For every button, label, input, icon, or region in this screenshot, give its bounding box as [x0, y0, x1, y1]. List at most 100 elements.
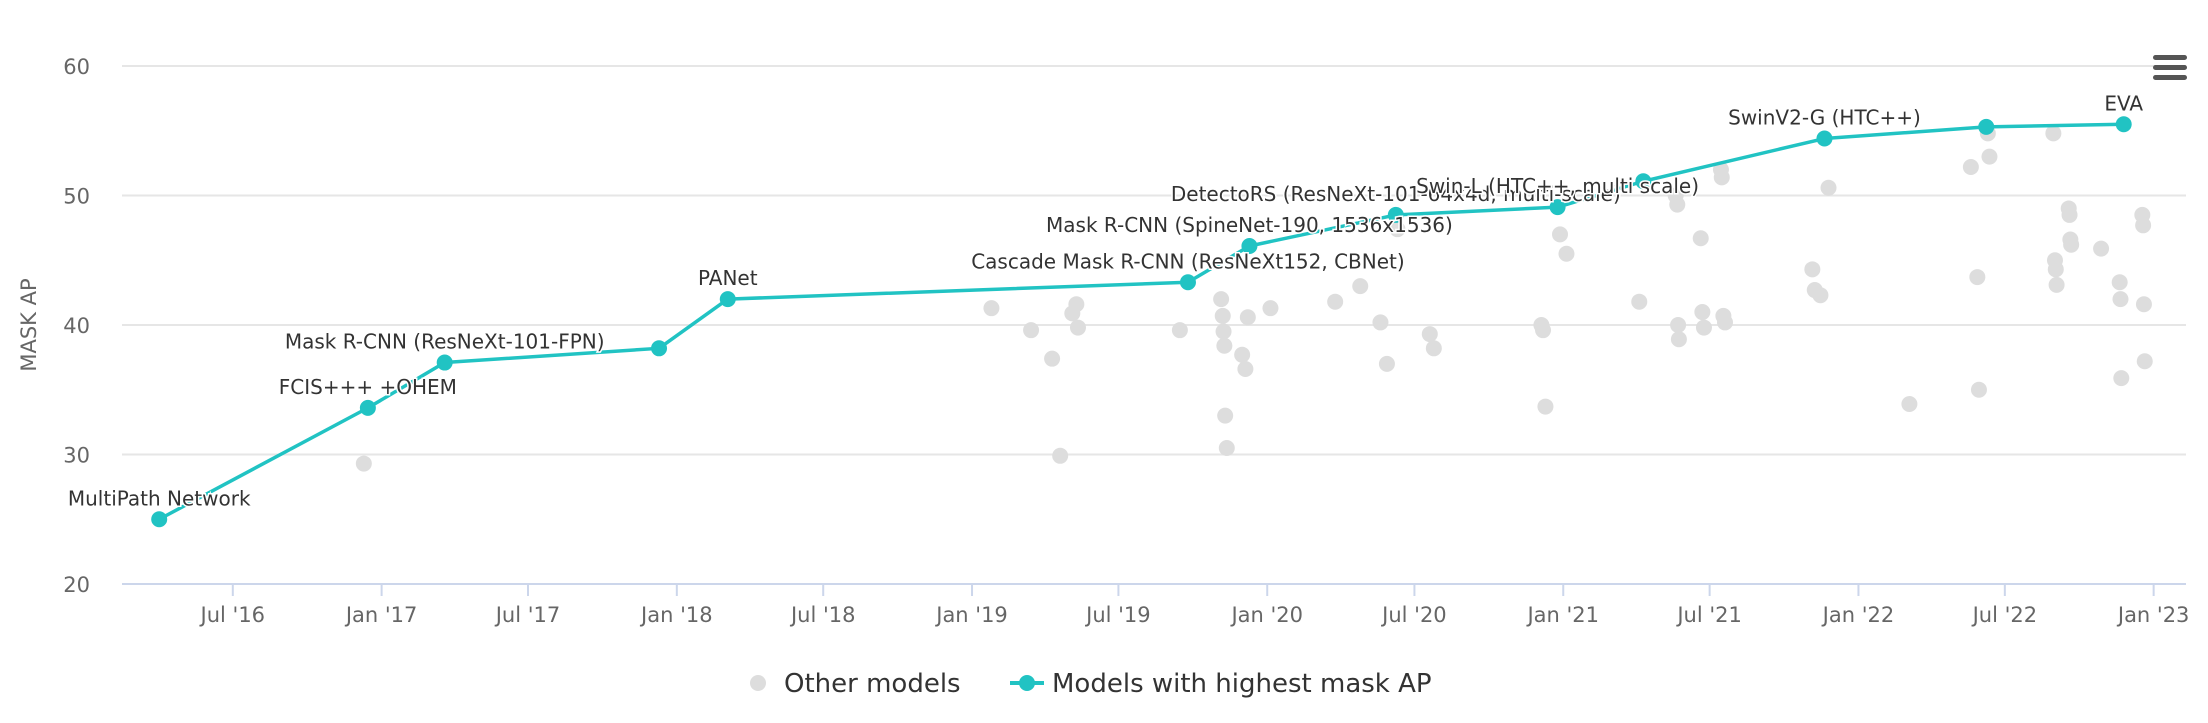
other-model-point: [1981, 148, 1998, 165]
data-label: FCIS+++ +OHEM: [279, 375, 457, 399]
legend-item-other-models[interactable]: Other models: [750, 669, 961, 699]
best-model-point: [1978, 118, 1995, 135]
x-tick-label: Jul '20: [1380, 603, 1447, 627]
x-tick-label: Jan '18: [639, 603, 713, 627]
data-label: EVA: [2104, 91, 2143, 115]
other-model-point: [2047, 261, 2064, 278]
other-model-point: [1327, 293, 1344, 310]
other-model-point: [2063, 236, 2080, 253]
data-label: MultiPath Network: [68, 486, 251, 510]
x-tick-label: Jul '21: [1675, 603, 1742, 627]
data-label: Cascade Mask R-CNN (ResNeXt152, CBNet): [971, 249, 1405, 273]
other-model-point: [1820, 179, 1837, 196]
data-labels: MultiPath Network FCIS+++ +OHEM Mask R-CNN…: [66, 90, 2145, 512]
legend-marker-best-models: [1019, 675, 1035, 691]
other-model-point: [1695, 319, 1712, 336]
best-model-point: [1179, 274, 1196, 291]
best-model-point: [1241, 238, 1258, 255]
other-model-point: [1216, 337, 1233, 354]
x-tick-label: Jan '17: [344, 603, 418, 627]
other-model-point: [1425, 340, 1442, 357]
other-model-point: [1804, 261, 1821, 278]
x-tick-label: Jul '19: [1084, 603, 1151, 627]
other-model-point: [1214, 307, 1231, 324]
x-tick-label: Jan '19: [934, 603, 1008, 627]
other-model-point: [1044, 350, 1061, 367]
hamburger-icon: [2153, 55, 2187, 60]
hamburger-icon-bar: [2153, 65, 2187, 70]
other-model-point: [1217, 407, 1234, 424]
best-model-point: [1816, 130, 1833, 147]
data-label: PANet: [698, 266, 758, 290]
best-model-point: [151, 511, 168, 528]
other-model-point: [1237, 361, 1254, 378]
other-models-series: [355, 125, 2153, 472]
other-model-point: [1218, 440, 1235, 457]
other-model-point: [1068, 296, 1085, 313]
y-tick-label: 50: [63, 185, 90, 209]
best-model-point: [1635, 173, 1652, 190]
other-model-point: [2111, 274, 2128, 291]
other-model-point: [1694, 304, 1711, 321]
other-model-point: [1669, 196, 1686, 213]
other-model-point: [1421, 326, 1438, 343]
other-model-point: [1970, 381, 1987, 398]
best-model-point: [651, 340, 668, 357]
other-model-point: [2048, 276, 2065, 293]
x-tick-label: Jul '18: [789, 603, 856, 627]
legend-item-best-models[interactable]: Models with highest mask AP: [1010, 669, 1432, 699]
other-model-point: [1812, 287, 1829, 304]
x-tick-label: Jul '16: [199, 603, 266, 627]
other-model-point: [1023, 322, 1040, 339]
other-model-point: [2113, 370, 2130, 387]
data-label: SwinV2-G (HTC++): [1728, 106, 1921, 130]
x-tick-label: Jul '22: [1971, 603, 2038, 627]
best-model-point: [436, 354, 453, 371]
other-model-point: [2135, 217, 2152, 234]
other-model-point: [1213, 291, 1230, 308]
other-model-point: [1262, 300, 1279, 317]
other-model-point: [1962, 159, 1979, 176]
chart-menu-button[interactable]: [2150, 50, 2190, 90]
x-tick-label: Jan '21: [1525, 603, 1599, 627]
legend: Other models Models with highest mask AP: [750, 669, 1432, 699]
data-label: Swin-L (HTC++, multi scale): [1416, 174, 1699, 198]
other-model-point: [2061, 206, 2078, 223]
other-model-point: [1234, 346, 1251, 363]
y-axis-title: MASK AP: [17, 278, 41, 371]
other-model-point: [1969, 269, 1986, 286]
x-tick-label: Jan '22: [1821, 603, 1895, 627]
best-model-point: [2115, 116, 2132, 133]
other-model-point: [1716, 314, 1733, 331]
other-model-point: [1239, 309, 1256, 326]
data-label: Mask R-CNN (ResNeXt-101-FPN): [285, 330, 605, 354]
other-model-point: [1537, 398, 1554, 415]
y-tick-label: 20: [63, 573, 90, 597]
data-label: DetectoRS (ResNeXt-101-64x4d, multi-scal…: [1171, 182, 1621, 206]
other-model-point: [1670, 317, 1687, 333]
other-model-point: [1215, 323, 1232, 340]
best-model-point: [1387, 206, 1404, 223]
x-tick-label: Jul '17: [494, 603, 561, 627]
other-model-point: [1372, 314, 1389, 331]
other-model-point: [2136, 353, 2153, 370]
other-model-point: [983, 300, 1000, 317]
grid-lines: [122, 65, 2186, 456]
other-model-point: [1692, 230, 1709, 247]
y-tick-label: 60: [63, 55, 90, 79]
other-model-point: [355, 455, 372, 472]
y-tick-label: 30: [63, 444, 90, 468]
other-model-point: [1389, 221, 1406, 238]
other-model-point: [1631, 293, 1648, 310]
other-model-point: [1713, 169, 1730, 186]
best-models-series: [151, 116, 2132, 528]
other-model-point: [1069, 319, 1086, 336]
x-tick-label: Jan '20: [1229, 603, 1303, 627]
legend-label-best-models: Models with highest mask AP: [1052, 669, 1432, 699]
data-label: Mask R-CNN (SpineNet-190, 1536x1536): [1046, 213, 1453, 237]
other-model-point: [2135, 296, 2152, 313]
other-model-point: [1535, 322, 1552, 339]
other-model-point: [2112, 291, 2129, 308]
